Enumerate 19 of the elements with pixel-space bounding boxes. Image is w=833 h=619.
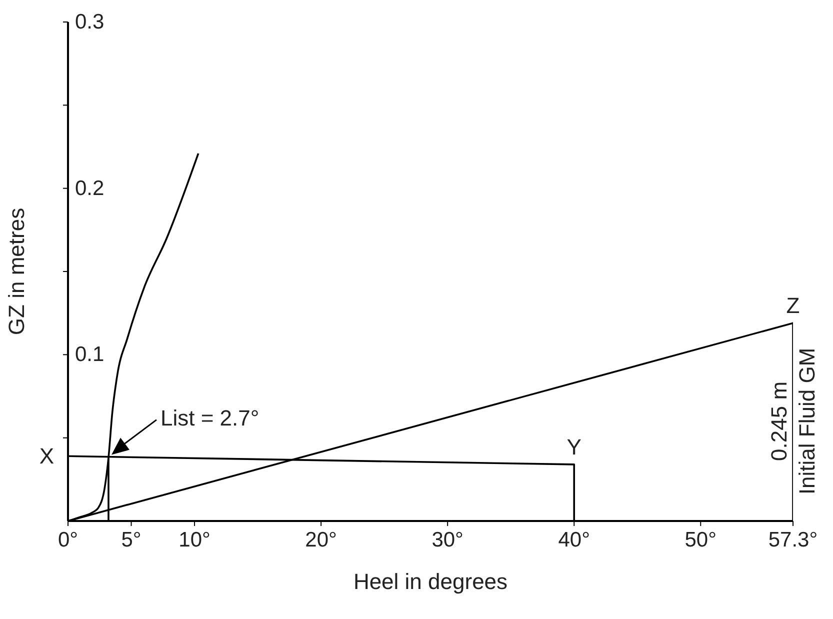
x-tick-label: 57.3°	[768, 528, 818, 552]
x-tick-label: 10°	[178, 528, 210, 552]
annotation: 0.245 m	[766, 381, 792, 461]
x-tick-label: 0°	[58, 528, 78, 552]
y-tick-label: 0.2	[75, 176, 104, 200]
x-tick-label: 5°	[121, 528, 142, 552]
x-axis-title: Heel in degrees	[353, 569, 508, 594]
x-tick-label: 20°	[305, 528, 337, 552]
annotation: List = 2.7°	[160, 405, 260, 430]
annotation: X	[39, 444, 54, 469]
x-tick-label: 40°	[558, 528, 590, 552]
x-tick-label: 30°	[432, 528, 464, 552]
annotation: Y	[566, 434, 582, 460]
y-axis-title: GZ in metres	[4, 208, 29, 336]
annotation: Z	[786, 293, 800, 318]
x-tick-label: 50°	[684, 528, 717, 552]
y-tick-label: 0.1	[75, 343, 104, 366]
annotation: Initial Fluid GM	[794, 348, 820, 495]
y-tick-label: 0.3	[75, 10, 104, 34]
